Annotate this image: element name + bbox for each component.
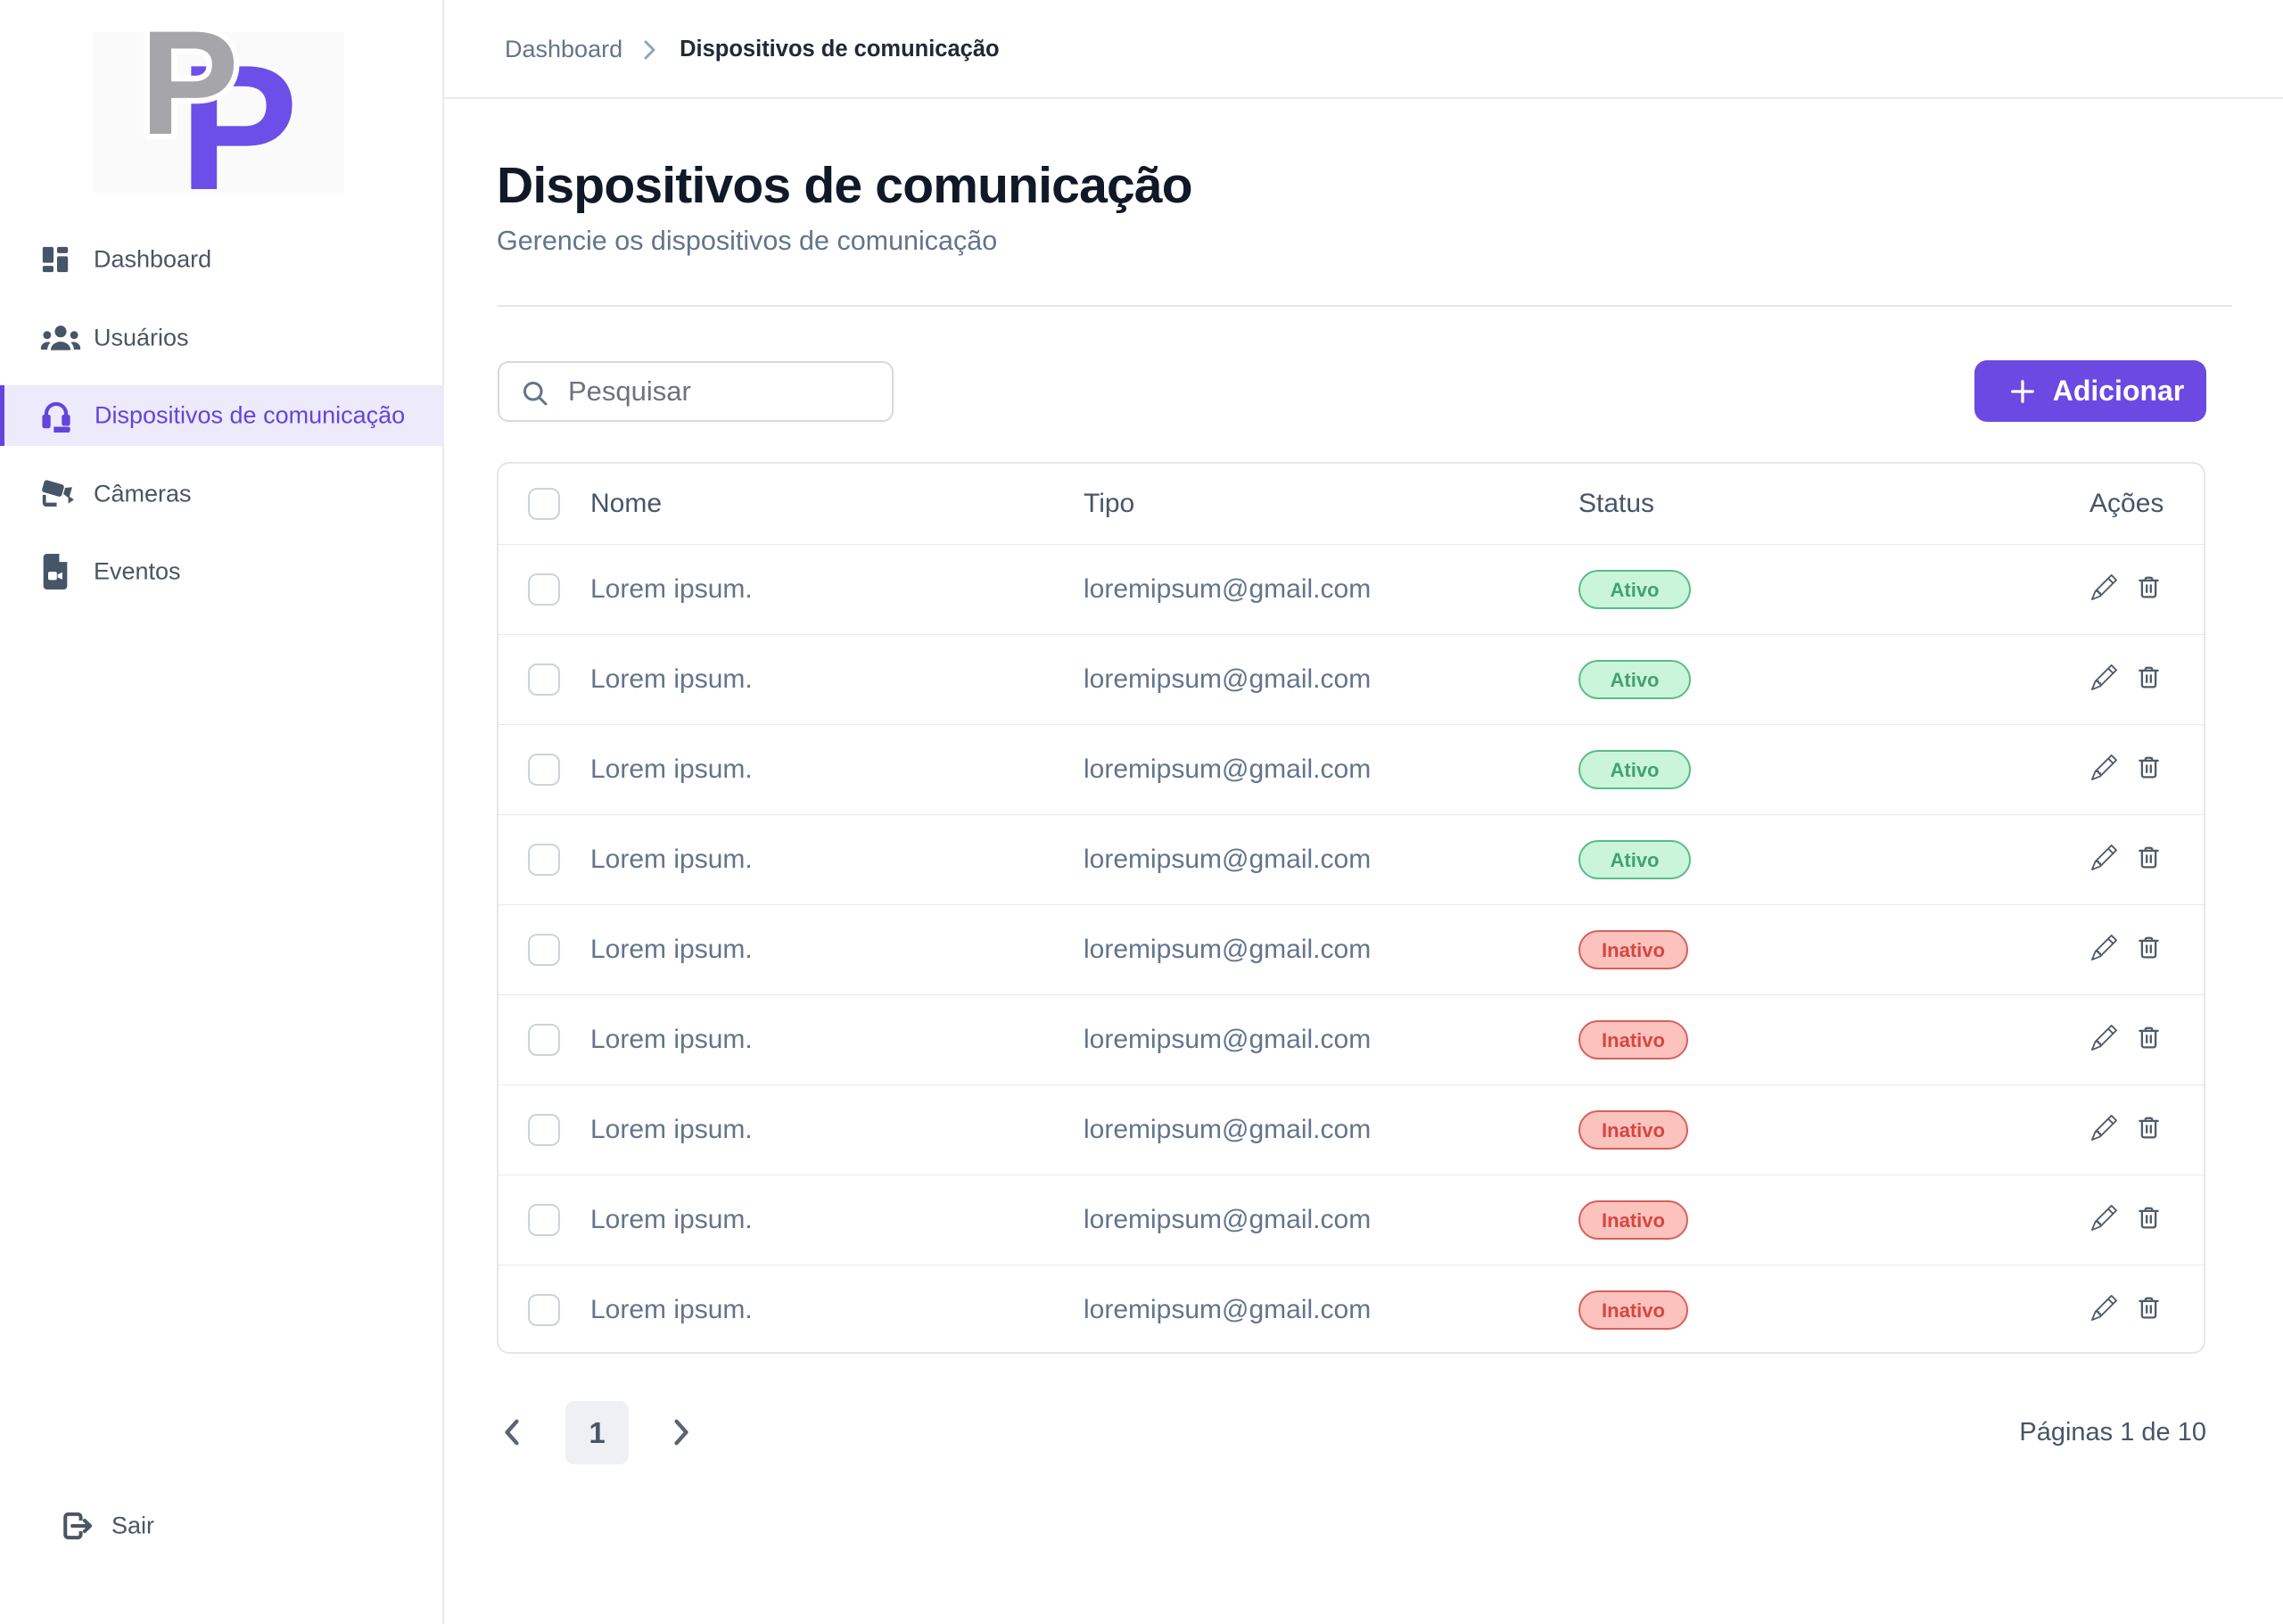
svg-text:P: P bbox=[179, 29, 298, 194]
svg-text:P: P bbox=[140, 22, 239, 166]
svg-text:P: P bbox=[140, 22, 239, 166]
